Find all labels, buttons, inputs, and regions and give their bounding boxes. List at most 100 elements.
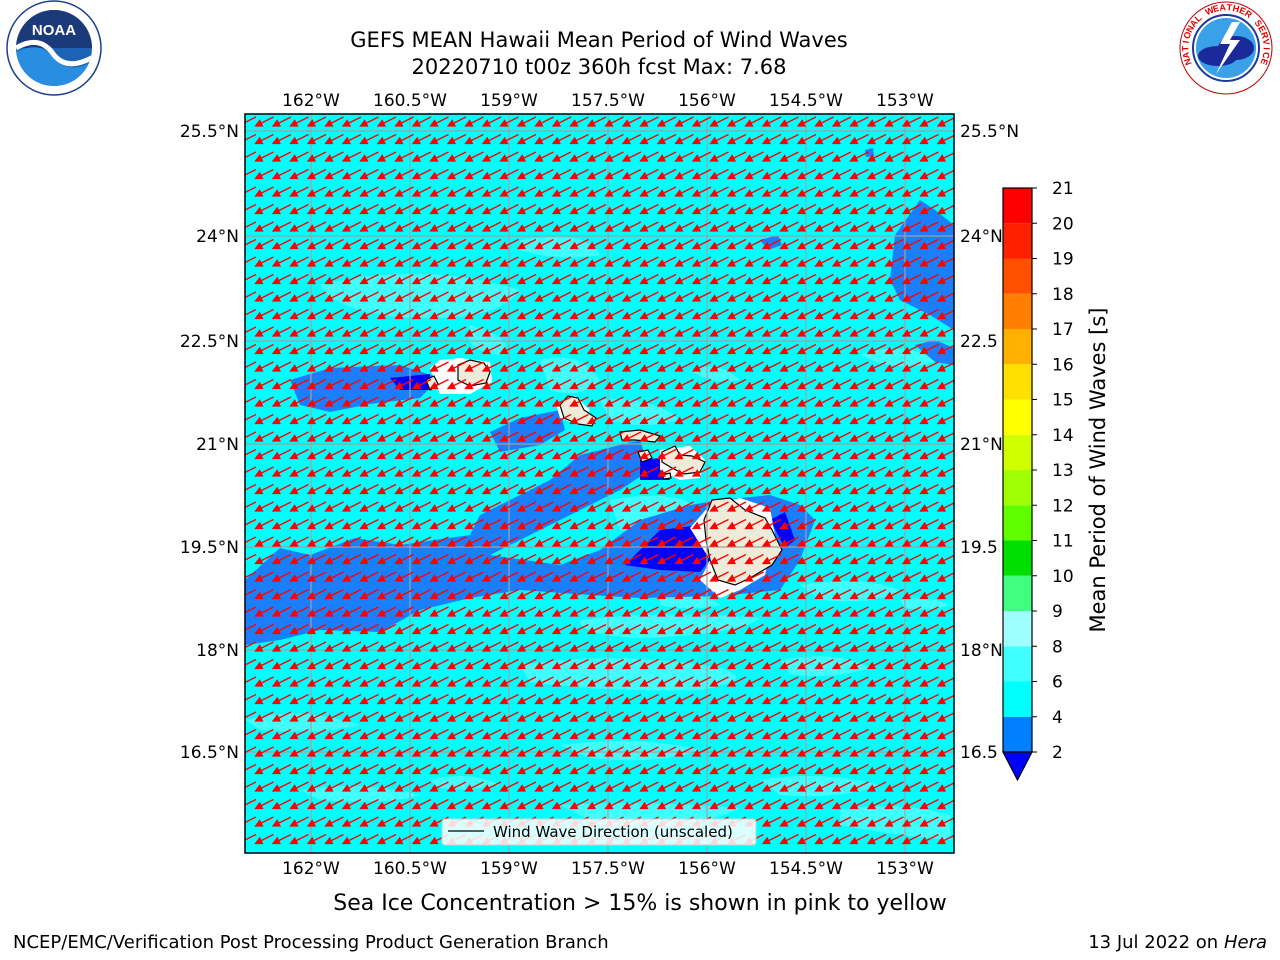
wind-wave-vector: [446, 203, 467, 215]
wind-wave-vector: [779, 413, 799, 425]
wind-wave-vector: [761, 133, 782, 145]
wind-wave-vector: [901, 396, 922, 407]
wind-wave-vector: [289, 221, 309, 232]
wind-wave-vector: [411, 326, 432, 337]
wind-wave-vector: [394, 256, 414, 267]
wind-wave-vector: [551, 308, 572, 320]
wind-wave-vector: [359, 221, 379, 232]
wind-wave-vector: [516, 396, 537, 407]
wind-wave-vector: [586, 308, 607, 320]
wind-wave-vector: [621, 238, 642, 250]
wind-wave-vector: [341, 168, 362, 180]
wind-wave-vector: [604, 396, 624, 407]
wind-wave-vector: [831, 238, 852, 250]
wind-wave-vector: [569, 256, 589, 267]
wind-wave-vector: [656, 238, 677, 250]
wind-wave-vector: [289, 361, 309, 372]
wind-wave-vector: [919, 291, 939, 302]
wind-wave-vector: [341, 396, 362, 407]
wind-wave-vector: [744, 361, 764, 372]
longitude-labels-bottom: 162°W 160.5°W 159°W 157.5°W 156°W 154.5°W 153°…: [282, 859, 934, 879]
wind-wave-vector: [814, 361, 834, 372]
wind-wave-vector: [779, 273, 799, 285]
wind-wave-vector: [569, 151, 589, 162]
wind-wave-vector: [516, 133, 537, 145]
colorbar-segment: [1003, 364, 1032, 400]
wind-wave-vector: [245, 186, 257, 197]
wind-wave-vector: [254, 256, 274, 267]
wind-wave-vector: [621, 186, 642, 197]
wind-wave-vector: [551, 413, 572, 425]
wind-wave-vector: [936, 169, 954, 180]
wind-wave-vector: [516, 308, 537, 320]
wind-wave-vector: [499, 273, 519, 285]
wind-wave-vector: [569, 378, 589, 390]
wind-wave-vector: [394, 186, 414, 197]
wind-wave-vector: [359, 326, 379, 337]
wind-wave-vector: [306, 238, 327, 250]
wind-wave-vector: [289, 238, 309, 250]
wind-wave-vector: [691, 133, 712, 145]
wind-wave-vector: [936, 274, 954, 285]
wind-wave-vector: [726, 396, 747, 407]
colorbar-segment: [1003, 470, 1032, 506]
wind-wave-vector: [411, 273, 432, 285]
wind-wave-vector: [831, 326, 852, 337]
wind-wave-vector: [534, 273, 554, 285]
wind-wave-vector: [586, 168, 607, 180]
wind-wave-vector: [884, 221, 904, 232]
wind-wave-vector: [534, 413, 554, 425]
wind-wave-vector: [411, 116, 432, 127]
wind-wave-vector: [499, 186, 519, 197]
nws-ring-letter: O: [1182, 30, 1194, 40]
wind-wave-vector: [464, 203, 484, 215]
colorbar-tick-label: 16: [1052, 355, 1074, 375]
colorbar-tick-label: 19: [1052, 250, 1074, 270]
wind-wave-vector: [429, 396, 449, 407]
wind-wave-vector: [394, 238, 414, 250]
wind-wave-vector: [691, 413, 712, 425]
wind-wave-vector: [481, 203, 502, 215]
wind-wave-vector: [569, 361, 589, 372]
wind-wave-vector: [796, 343, 817, 355]
wind-wave-vector: [306, 116, 327, 127]
wind-wave-vector: [394, 221, 414, 232]
latitude-labels-left: 25.5°N 24°N 22.5°N 21°N 19.5°N 18°N 16.5°N: [180, 122, 239, 763]
wind-wave-vector: [394, 291, 414, 302]
wind-wave-vector: [726, 308, 747, 320]
wind-wave-vector: [341, 256, 362, 267]
wind-wave-vector: [289, 168, 309, 180]
wind-wave-vector: [674, 396, 694, 407]
wind-wave-vector: [271, 168, 292, 180]
wind-wave-vector: [621, 291, 642, 302]
wind-wave-vector: [866, 378, 887, 390]
wind-wave-vector: [744, 326, 764, 337]
wind-wave-vector: [744, 186, 764, 197]
wind-wave-vector: [674, 291, 694, 302]
wind-wave-vector: [761, 308, 782, 320]
wind-wave-vector: [796, 203, 817, 215]
wind-wave-vector: [569, 186, 589, 197]
wind-wave-vector: [761, 291, 782, 302]
wind-wave-vector: [289, 133, 309, 145]
wind-wave-vector: [306, 308, 327, 320]
wind-wave-vector: [289, 343, 309, 355]
wind-wave-vector: [569, 326, 589, 337]
wind-wave-vector: [429, 413, 449, 425]
colorbar-segment: [1003, 293, 1032, 329]
wind-wave-vector: [254, 133, 274, 145]
wind-wave-vector: [534, 203, 554, 215]
longitude-tick-label: 156°W: [678, 91, 736, 111]
longitude-tick-label: 153°W: [876, 859, 934, 879]
wind-wave-vector: [849, 273, 869, 285]
wind-wave-vector: [271, 291, 292, 302]
wind-wave-vector: [779, 343, 799, 355]
wind-wave-vector: [901, 343, 922, 355]
wind-wave-vector: [779, 203, 799, 215]
colorbar-tick-label: 14: [1052, 426, 1074, 446]
wind-wave-vector: [499, 203, 519, 215]
wind-wave-vector: [674, 238, 694, 250]
wind-wave-vector: [726, 133, 747, 145]
wind-wave-vector: [936, 397, 954, 407]
wind-wave-vector: [464, 133, 484, 145]
